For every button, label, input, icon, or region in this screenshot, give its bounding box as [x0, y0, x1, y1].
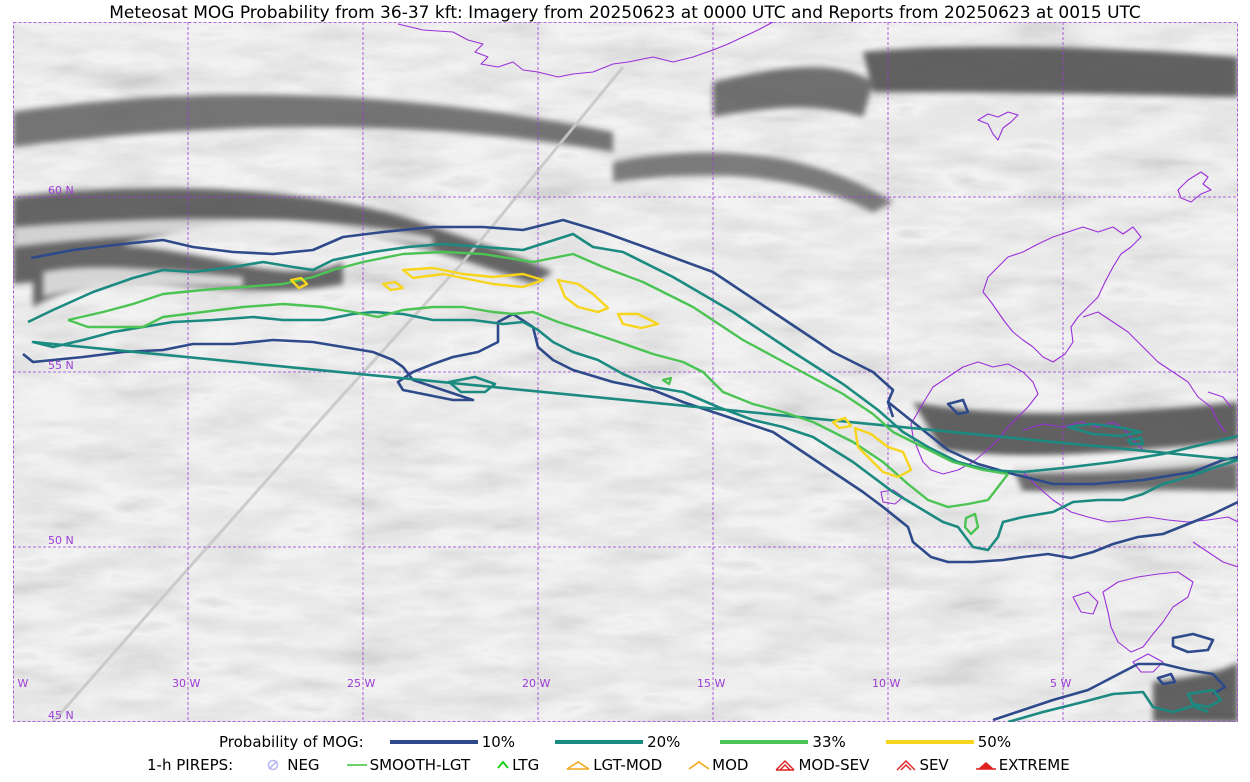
- lon-label-15w: 15 W: [697, 677, 725, 690]
- lon-label-20w: 20 W: [522, 677, 550, 690]
- contour-20pct: [27, 232, 1238, 722]
- legend-item-ltg: LTG: [496, 756, 539, 774]
- sev-icon: [895, 758, 917, 772]
- neg-icon: [263, 758, 285, 772]
- lat-label-55n: 55 N: [48, 359, 74, 372]
- coastlines: [397, 22, 1238, 673]
- legend-label-neg: NEG: [287, 756, 320, 774]
- legend-label-mod: MOD: [712, 756, 749, 774]
- pirep-legend: 1-h PIREPS: NEG SMOOTH-LGT LTG LGT-MOD M…: [147, 755, 1096, 775]
- contour-33pct: [67, 250, 1009, 536]
- lat-label-50n: 50 N: [48, 534, 74, 547]
- probability-legend: Probability of MOG: 10% 20% 33% 50%: [219, 732, 1051, 752]
- ltg-icon: [496, 758, 510, 772]
- swatch-10pct: [389, 740, 478, 744]
- legend-item-sev: SEV: [895, 756, 949, 774]
- lon-label-35w: 35 W: [13, 677, 28, 690]
- extreme-icon: [975, 758, 997, 772]
- legend-item-20pct: 20%: [555, 733, 680, 751]
- lat-label-60n: 60 N: [48, 184, 74, 197]
- contour-50pct: [289, 266, 913, 479]
- legend-item-mod-sev: MOD-SEV: [774, 756, 869, 774]
- swatch-20pct: [555, 740, 644, 744]
- legend-item-mod: MOD: [688, 756, 748, 774]
- lat-label-45n: 45 N: [48, 709, 74, 722]
- dark-bands: [13, 46, 1238, 722]
- legend-label-sev: SEV: [919, 756, 949, 774]
- legend-item-extreme: EXTREME: [975, 756, 1070, 774]
- legend-label-10pct: 10%: [481, 733, 516, 751]
- mod-sev-icon: [774, 758, 796, 772]
- lon-label-10w: 10 W: [872, 677, 900, 690]
- legend-item-smooth-lgt: SMOOTH-LGT: [346, 756, 471, 774]
- legend-label-mod-sev: MOD-SEV: [798, 756, 870, 774]
- legend-item-50pct: 50%: [885, 733, 1012, 751]
- lon-label-30w: 30 W: [172, 677, 200, 690]
- map-title: Meteosat MOG Probability from 36-37 kft:…: [109, 3, 1141, 23]
- legend-label-33pct: 33%: [812, 733, 846, 751]
- swatch-50pct: [885, 740, 974, 744]
- probability-legend-title: Probability of MOG:: [219, 733, 364, 751]
- contour-10pct: [22, 218, 1238, 722]
- legend-label-ltg: LTG: [512, 756, 540, 774]
- satellite-map: 60 N 55 N 50 N 45 N 35 W 30 W 25 W 20 W …: [13, 22, 1238, 722]
- legend-label-50pct: 50%: [977, 733, 1012, 751]
- legend-item-lgt-mod: LGT-MOD: [565, 756, 662, 774]
- legend-item-10pct: 10%: [389, 733, 516, 751]
- legend-label-20pct: 20%: [647, 733, 681, 751]
- legend-item-neg: NEG: [263, 756, 320, 774]
- lon-label-25w: 25 W: [347, 677, 375, 690]
- legend-item-33pct: 33%: [720, 733, 846, 751]
- smooth-lgt-icon: [346, 758, 368, 772]
- lgt-mod-icon: [565, 758, 591, 772]
- graticule: [13, 22, 1238, 722]
- legend-label-extreme: EXTREME: [998, 756, 1070, 774]
- swatch-33pct: [720, 740, 809, 744]
- mod-icon: [688, 758, 710, 772]
- legend-label-lgt-mod: LGT-MOD: [593, 756, 663, 774]
- legend-label-smooth-lgt: SMOOTH-LGT: [369, 756, 471, 774]
- pirep-legend-title: 1-h PIREPS:: [147, 756, 234, 774]
- lon-label-5w: 5 W: [1050, 677, 1071, 690]
- flight-track: [51, 66, 625, 722]
